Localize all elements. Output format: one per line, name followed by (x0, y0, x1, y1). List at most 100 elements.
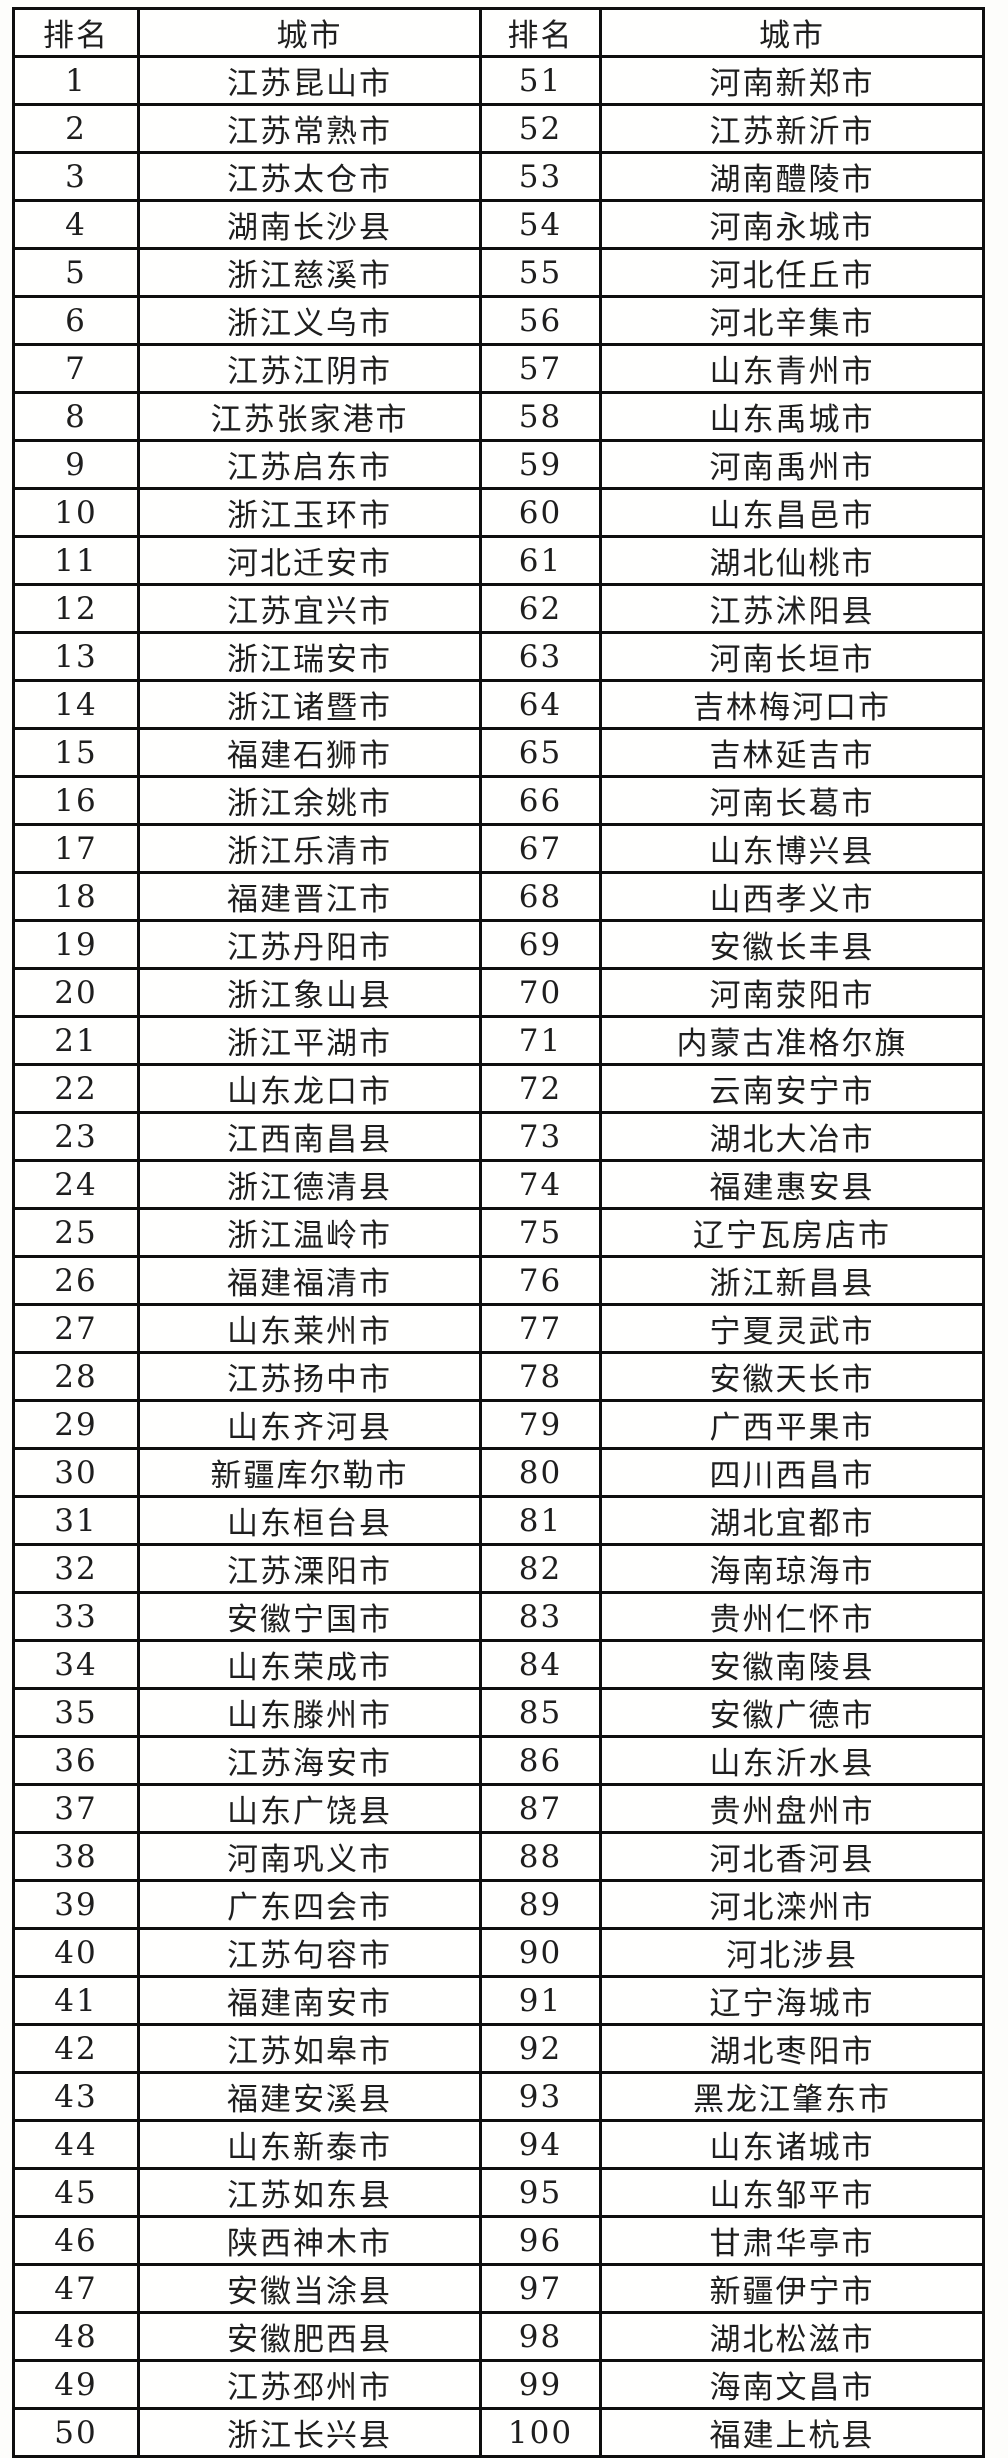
city-cell-right: 浙江新昌县 (599, 1255, 985, 1306)
rank-cell-left: 37 (12, 1783, 140, 1834)
table-row: 4 湖南长沙县 54 河南永城市 (12, 199, 985, 250)
city-cell-left: 江西南昌县 (137, 1111, 482, 1162)
city-cell-right: 河南永城市 (599, 199, 985, 250)
city-cell-left: 浙江义乌市 (137, 295, 482, 346)
city-cell-right: 河南长垣市 (599, 631, 985, 682)
table-row: 29 山东齐河县 79 广西平果市 (12, 1399, 985, 1450)
rank-cell-left: 14 (12, 679, 140, 730)
rank-cell-left: 39 (12, 1879, 140, 1930)
rank-cell-right: 77 (479, 1303, 602, 1354)
rank-cell-right: 84 (479, 1639, 602, 1690)
city-cell-right: 河北辛集市 (599, 295, 985, 346)
city-cell-right: 内蒙古准格尔旗 (599, 1015, 985, 1066)
rank-cell-left: 30 (12, 1447, 140, 1498)
city-cell-right: 辽宁瓦房店市 (599, 1207, 985, 1258)
rank-cell-right: 51 (479, 55, 602, 106)
city-cell-left: 江苏如皋市 (137, 2023, 482, 2074)
rank-cell-left: 36 (12, 1735, 140, 1786)
rank-cell-right: 68 (479, 871, 602, 922)
table-row: 39 广东四会市 89 河北滦州市 (12, 1879, 985, 1930)
table-row: 25 浙江温岭市 75 辽宁瓦房店市 (12, 1207, 985, 1258)
rank-cell-right: 70 (479, 967, 602, 1018)
rank-cell-left: 5 (12, 247, 140, 298)
table-row: 44 山东新泰市 94 山东诸城市 (12, 2119, 985, 2170)
rank-cell-right: 87 (479, 1783, 602, 1834)
city-cell-left: 江苏扬中市 (137, 1351, 482, 1402)
city-cell-left: 江苏丹阳市 (137, 919, 482, 970)
rank-cell-right: 99 (479, 2359, 602, 2410)
rank-cell-right: 63 (479, 631, 602, 682)
rank-cell-right: 66 (479, 775, 602, 826)
city-cell-left: 山东桓台县 (137, 1495, 482, 1546)
rank-cell-left: 43 (12, 2071, 140, 2122)
header-city-right: 城市 (599, 7, 985, 58)
rank-cell-left: 45 (12, 2167, 140, 2218)
table-row: 9 江苏启东市 59 河南禹州市 (12, 439, 985, 490)
city-cell-right: 贵州仁怀市 (599, 1591, 985, 1642)
city-cell-left: 浙江慈溪市 (137, 247, 482, 298)
rank-cell-left: 20 (12, 967, 140, 1018)
table-row: 30 新疆库尔勒市 80 四川西昌市 (12, 1447, 985, 1498)
rank-cell-left: 4 (12, 199, 140, 250)
table-row: 38 河南巩义市 88 河北香河县 (12, 1831, 985, 1882)
table-row: 11 河北迁安市 61 湖北仙桃市 (12, 535, 985, 586)
city-cell-right: 山东邹平市 (599, 2167, 985, 2218)
city-cell-left: 山东龙口市 (137, 1063, 482, 1114)
rank-cell-right: 69 (479, 919, 602, 970)
table-row: 27 山东莱州市 77 宁夏灵武市 (12, 1303, 985, 1354)
rank-cell-right: 82 (479, 1543, 602, 1594)
table-header: 排名 城市 排名 城市 (12, 7, 985, 58)
city-cell-right: 宁夏灵武市 (599, 1303, 985, 1354)
city-cell-left: 福建晋江市 (137, 871, 482, 922)
table-row: 46 陕西神木市 96 甘肃华亭市 (12, 2215, 985, 2266)
city-cell-right: 云南安宁市 (599, 1063, 985, 1114)
table-row: 7 江苏江阴市 57 山东青州市 (12, 343, 985, 394)
city-cell-right: 海南文昌市 (599, 2359, 985, 2410)
rank-cell-right: 93 (479, 2071, 602, 2122)
rank-cell-right: 65 (479, 727, 602, 778)
city-cell-right: 山东诸城市 (599, 2119, 985, 2170)
city-cell-right: 湖北仙桃市 (599, 535, 985, 586)
rank-cell-right: 79 (479, 1399, 602, 1450)
rank-cell-left: 25 (12, 1207, 140, 1258)
city-cell-right: 吉林延吉市 (599, 727, 985, 778)
table-row: 6 浙江义乌市 56 河北辛集市 (12, 295, 985, 346)
rank-cell-left: 19 (12, 919, 140, 970)
city-cell-left: 浙江象山县 (137, 967, 482, 1018)
rank-cell-right: 61 (479, 535, 602, 586)
header-rank-right: 排名 (479, 7, 602, 58)
city-cell-left: 江苏宜兴市 (137, 583, 482, 634)
city-cell-right: 江苏新沂市 (599, 103, 985, 154)
city-cell-left: 安徽肥西县 (137, 2311, 482, 2362)
rank-cell-right: 75 (479, 1207, 602, 1258)
rank-cell-right: 62 (479, 583, 602, 634)
rank-cell-right: 54 (479, 199, 602, 250)
city-cell-left: 浙江诸暨市 (137, 679, 482, 730)
rank-cell-left: 6 (12, 295, 140, 346)
rank-cell-left: 49 (12, 2359, 140, 2410)
rank-cell-left: 22 (12, 1063, 140, 1114)
rank-cell-right: 83 (479, 1591, 602, 1642)
rank-cell-left: 15 (12, 727, 140, 778)
city-cell-left: 浙江长兴县 (137, 2407, 482, 2458)
table-row: 13 浙江瑞安市 63 河南长垣市 (12, 631, 985, 682)
city-cell-left: 山东莱州市 (137, 1303, 482, 1354)
city-cell-right: 安徽长丰县 (599, 919, 985, 970)
city-cell-right: 安徽南陵县 (599, 1639, 985, 1690)
table-row: 12 江苏宜兴市 62 江苏沭阳县 (12, 583, 985, 634)
rank-cell-left: 47 (12, 2263, 140, 2314)
rank-cell-right: 80 (479, 1447, 602, 1498)
rank-cell-left: 48 (12, 2311, 140, 2362)
city-cell-left: 江苏张家港市 (137, 391, 482, 442)
city-cell-right: 湖北松滋市 (599, 2311, 985, 2362)
city-cell-right: 湖北宜都市 (599, 1495, 985, 1546)
city-cell-right: 黑龙江肇东市 (599, 2071, 985, 2122)
rank-cell-right: 57 (479, 343, 602, 394)
rank-cell-left: 18 (12, 871, 140, 922)
city-cell-right: 贵州盘州市 (599, 1783, 985, 1834)
city-cell-left: 福建福清市 (137, 1255, 482, 1306)
table-row: 42 江苏如皋市 92 湖北枣阳市 (12, 2023, 985, 2074)
city-cell-left: 浙江玉环市 (137, 487, 482, 538)
city-cell-left: 河南巩义市 (137, 1831, 482, 1882)
rank-cell-right: 76 (479, 1255, 602, 1306)
